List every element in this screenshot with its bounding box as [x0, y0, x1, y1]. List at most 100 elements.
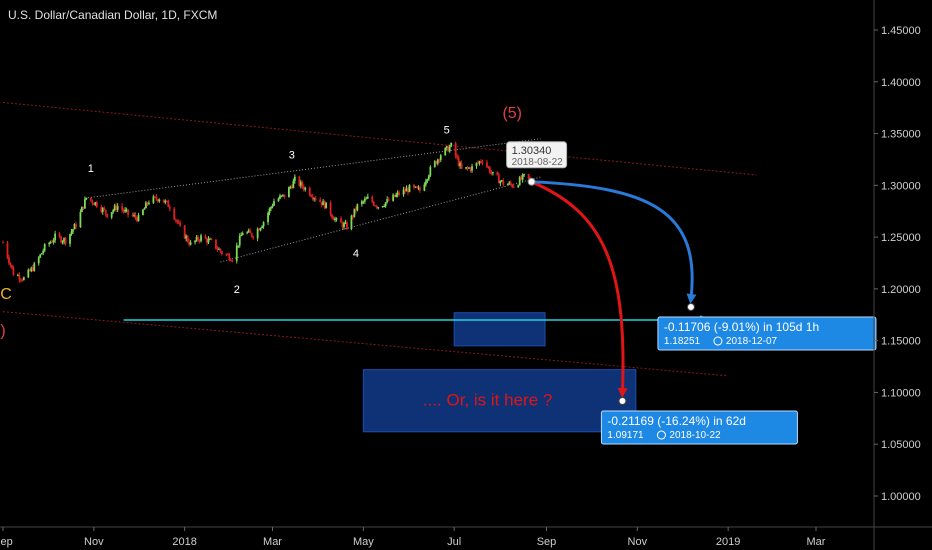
price-tick-label: 1.45000 [881, 25, 921, 37]
up-candle [200, 233, 202, 243]
candle-body [308, 187, 311, 196]
wave-label-6: C [0, 286, 12, 303]
up-candle [344, 219, 347, 225]
candle-body [58, 233, 61, 237]
candle-body [292, 180, 295, 189]
down-candle [127, 209, 129, 218]
time-tick-label: Jul [447, 536, 461, 548]
candle-body [427, 175, 430, 180]
down-candle [197, 235, 199, 243]
candle-body [250, 232, 253, 237]
up-candle [381, 205, 384, 208]
down-candle [198, 239, 201, 244]
candle-body [183, 225, 186, 239]
up-candle [79, 209, 82, 228]
candle-body [125, 209, 128, 211]
down-candle [173, 207, 176, 221]
up-candle [299, 179, 302, 189]
candle-body [499, 181, 502, 184]
candle-body [113, 205, 116, 211]
down-candle [115, 202, 118, 213]
wedge-upper [87, 138, 541, 199]
down-candle [346, 220, 348, 231]
candle-body [75, 224, 77, 228]
candle-body [438, 159, 441, 161]
down-candle [136, 216, 138, 223]
candle-body [165, 200, 168, 202]
up-candle [383, 204, 386, 208]
up-candle [33, 261, 36, 272]
up-candle [353, 208, 356, 218]
candle-body [365, 198, 368, 200]
candle-body [407, 188, 409, 193]
up-candle [287, 186, 290, 198]
candle-body [268, 208, 271, 213]
candle-body [9, 263, 12, 266]
candle-body [64, 238, 67, 244]
candle-body [456, 156, 459, 158]
candle-body [314, 198, 317, 200]
up-candle [426, 178, 429, 184]
down-candle [308, 186, 311, 197]
down-candle [91, 199, 94, 206]
up-candle [478, 160, 481, 166]
down-candle [11, 264, 13, 270]
candle-body [95, 202, 98, 207]
up-candle [81, 206, 83, 213]
candle-body [289, 186, 292, 188]
candle-body [489, 167, 491, 173]
candle-body [48, 243, 51, 245]
up-candle [148, 200, 150, 206]
candle-body [85, 197, 88, 200]
chart-title: U.S. Dollar/Canadian Dollar, 1D, FXCM [8, 8, 217, 22]
up-candle [63, 237, 65, 245]
down-candle [95, 200, 98, 209]
candle-body [360, 201, 363, 205]
down-candle [229, 258, 232, 261]
up-candle [125, 207, 128, 213]
candle-body [290, 186, 293, 189]
candle-body [155, 196, 158, 200]
up-candle [433, 160, 436, 168]
down-candle [131, 212, 134, 217]
candle-body [2, 242, 4, 244]
candle-body [261, 226, 263, 229]
candle-body [51, 241, 54, 243]
candle-body [61, 241, 64, 243]
up-candle [268, 207, 271, 216]
candle-body [228, 254, 231, 260]
up-candle [271, 203, 274, 209]
candle-body [215, 239, 217, 249]
candle-body [310, 195, 313, 197]
candle-body [426, 179, 429, 182]
up-candle [313, 197, 316, 202]
candle-body [383, 206, 386, 208]
price-tick-label: 1.25000 [881, 232, 921, 244]
zones-layer [362, 312, 637, 433]
up-candle [465, 166, 467, 170]
up-candle [70, 228, 73, 236]
up-candle [282, 194, 284, 197]
up-candle [343, 221, 345, 230]
up-candle [54, 230, 57, 243]
candle-body [220, 251, 223, 255]
up-candle [429, 165, 432, 178]
candle-body [54, 233, 57, 241]
candle-body [42, 250, 45, 254]
candle-body [194, 240, 196, 243]
up-candle [414, 186, 417, 188]
candle-body [252, 236, 255, 239]
up-candle [322, 198, 325, 206]
down-candle [21, 278, 24, 282]
candle-body [457, 157, 460, 166]
candle-body [374, 205, 377, 207]
up-candle [133, 212, 135, 218]
up-candle [40, 252, 43, 255]
down-candle [153, 196, 156, 198]
down-candle [174, 218, 177, 223]
candle-body [31, 267, 34, 271]
up-candle [152, 194, 155, 205]
down-candle [320, 202, 323, 208]
